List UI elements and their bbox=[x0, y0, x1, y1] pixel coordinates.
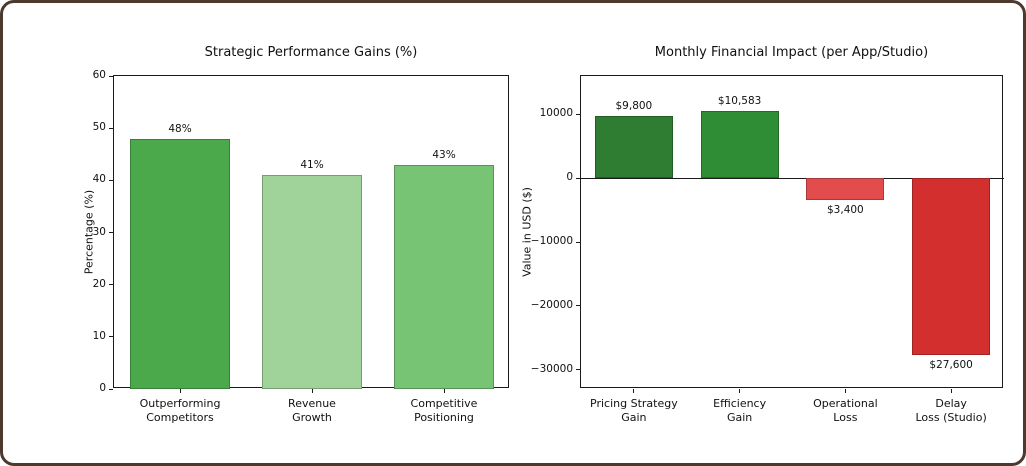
y-tick-label: 10 bbox=[92, 329, 106, 342]
x-tick-mark bbox=[844, 389, 846, 393]
chart-title: Strategic Performance Gains (%) bbox=[204, 45, 418, 60]
bar-value-label: $9,800 bbox=[615, 99, 653, 112]
bar bbox=[130, 138, 230, 389]
bar-value-label: 48% bbox=[168, 122, 192, 135]
y-tick-mark bbox=[109, 336, 113, 338]
y-tick-label: 0 bbox=[99, 382, 106, 394]
x-tick-mark bbox=[443, 389, 445, 393]
x-category-label: Competitive Positioning bbox=[410, 397, 478, 425]
bar-value-label: $3,400 bbox=[827, 203, 864, 216]
x-tick-mark bbox=[950, 389, 952, 393]
x-tick-mark bbox=[311, 389, 313, 393]
bar bbox=[594, 115, 673, 179]
x-category-label: Pricing Strategy Gain bbox=[590, 397, 678, 425]
y-tick-mark bbox=[576, 177, 580, 179]
y-tick-mark bbox=[576, 305, 580, 307]
x-tick-mark bbox=[633, 389, 635, 393]
bar-value-label: $10,583 bbox=[717, 94, 762, 107]
y-axis-label: Value in USD ($) bbox=[520, 186, 534, 277]
y-tick-mark bbox=[576, 241, 580, 243]
x-category-label: Efficiency Gain bbox=[713, 397, 767, 425]
y-tick-mark bbox=[576, 113, 580, 115]
y-tick-mark bbox=[576, 369, 580, 371]
y-tick-label: −10000 bbox=[530, 235, 573, 248]
y-tick-label: 0 bbox=[566, 171, 573, 184]
y-tick-label: −20000 bbox=[530, 298, 573, 311]
x-category-label: Delay Loss (Studio) bbox=[915, 397, 987, 425]
bar bbox=[912, 178, 991, 355]
y-tick-label: −30000 bbox=[530, 362, 573, 375]
y-tick-mark bbox=[109, 75, 113, 77]
x-tick-mark bbox=[739, 389, 741, 393]
bar bbox=[262, 175, 362, 389]
bar-value-label: 43% bbox=[432, 148, 456, 161]
bar-value-label: $27,600 bbox=[929, 358, 973, 371]
y-tick-label: 10000 bbox=[539, 107, 573, 120]
x-category-label: Outperforming Competitors bbox=[139, 397, 221, 425]
y-tick-label: 20 bbox=[92, 277, 106, 290]
plot-area: 10000 0 −10000 −20000 −30000 $9,800 Pricing St… bbox=[531, 75, 1004, 424]
zero-axis-line bbox=[581, 177, 1004, 179]
bar-value-label: 41% bbox=[300, 159, 324, 172]
x-category-label: Operational Loss bbox=[813, 397, 878, 425]
bar bbox=[806, 178, 885, 200]
y-tick-label: 60 bbox=[92, 69, 106, 81]
y-tick-mark bbox=[109, 179, 113, 181]
y-tick-label: 40 bbox=[92, 173, 106, 186]
plot-area: 0 10 20 30 40 50 60 48% Outperforming Competitors… bbox=[93, 69, 509, 424]
x-tick-mark bbox=[179, 389, 181, 393]
y-tick-mark bbox=[109, 232, 113, 233]
bar bbox=[394, 164, 494, 389]
x-category-label: Revenue Growth bbox=[288, 397, 336, 425]
y-tick-label: 30 bbox=[92, 225, 106, 238]
y-tick-mark bbox=[109, 284, 113, 286]
chart-title: Monthly Financial Impact (per App/Studio… bbox=[654, 45, 929, 60]
y-tick-label: 50 bbox=[92, 121, 106, 134]
y-tick-mark bbox=[109, 388, 113, 390]
y-tick-mark bbox=[109, 127, 113, 129]
bar bbox=[700, 110, 779, 179]
